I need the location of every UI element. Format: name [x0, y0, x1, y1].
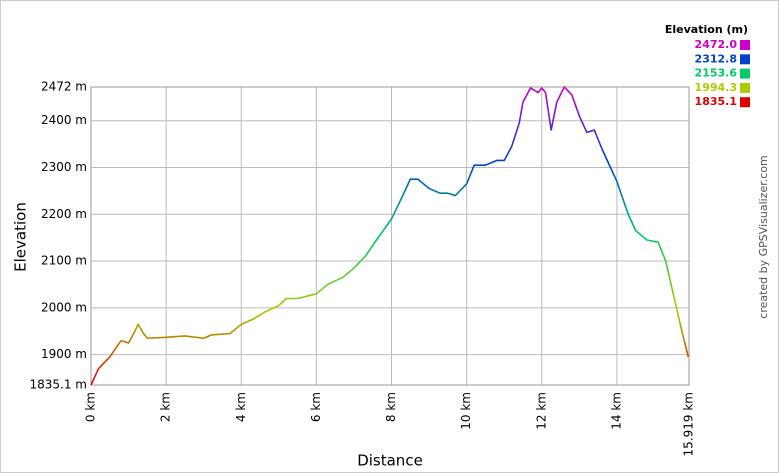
x-tick-label: 8 km	[384, 392, 398, 422]
legend-label: 2472.0	[695, 38, 738, 51]
y-tick-label: 2400 m	[41, 113, 87, 127]
y-tick-label: 2100 m	[41, 254, 87, 268]
x-tick-label: 4 km	[234, 392, 248, 422]
x-tick-label: 15.919 km	[682, 392, 696, 456]
legend-label: 2312.8	[695, 52, 737, 65]
credit: created by GPSVisualizer.com	[757, 155, 770, 318]
x-tick-label: 0 km	[84, 392, 98, 422]
legend-swatch	[740, 68, 750, 79]
x-tick-label: 12 km	[534, 392, 548, 430]
legend-label: 1994.3	[695, 81, 737, 94]
legend-swatch	[740, 40, 750, 50]
x-tick-label: 14 km	[609, 392, 623, 430]
y-tick-label: 1900 m	[41, 347, 87, 361]
legend-title: Elevation (m)	[665, 23, 748, 36]
legend-swatch	[740, 97, 750, 108]
y-axis-title: Elevation	[12, 202, 30, 272]
legend-swatch	[740, 82, 750, 93]
legend-label: 1835.1	[695, 95, 737, 108]
y-tick-label: 2000 m	[41, 300, 87, 314]
elevation-line	[90, 86, 690, 386]
x-tick-label: 10 km	[459, 392, 473, 430]
x-tick-label: 6 km	[309, 392, 323, 422]
y-tick-label: 2472 m	[41, 80, 87, 94]
x-axis-title: Distance	[357, 452, 423, 470]
y-tick-label: 1835.1 m	[30, 378, 88, 392]
y-tick-label: 2200 m	[41, 207, 87, 221]
legend-label: 2153.6	[695, 67, 738, 80]
x-tick-label: 2 km	[159, 392, 173, 422]
y-tick-label: 2300 m	[41, 160, 87, 174]
plot-border	[90, 86, 690, 386]
legend-swatch	[740, 54, 750, 65]
